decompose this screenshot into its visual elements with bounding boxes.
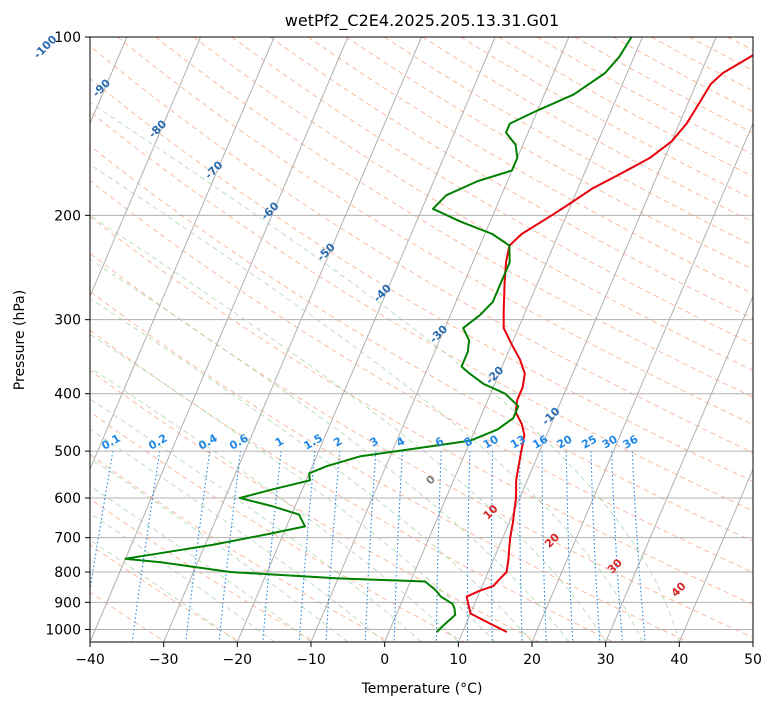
mixing-ratio-line bbox=[610, 451, 623, 642]
dry-adiabat bbox=[90, 45, 753, 454]
dry-adiabat bbox=[90, 290, 689, 642]
x-axis-label: Temperature (°C) bbox=[361, 681, 483, 697]
isotherm-line bbox=[384, 37, 643, 642]
moist-adiabat bbox=[90, 101, 680, 642]
moist-adiabat bbox=[90, 163, 643, 642]
y-tick-label: 1000 bbox=[45, 622, 81, 638]
y-tick-label: 700 bbox=[54, 531, 81, 547]
x-tick-label: 30 bbox=[597, 652, 615, 668]
y-tick-label: 200 bbox=[54, 208, 81, 224]
mixing-ratio-line bbox=[631, 451, 646, 642]
dry-adiabat bbox=[90, 544, 241, 642]
moist-adiabat bbox=[90, 367, 459, 642]
mixing-ratio-line bbox=[519, 451, 523, 642]
chart-title: wetPf2_C2E4.2025.205.13.31.G01 bbox=[285, 11, 559, 31]
mixing-ratio-line bbox=[541, 451, 547, 642]
x-tick-label: −40 bbox=[75, 652, 105, 668]
dry-adiabat bbox=[90, 215, 753, 606]
x-tick-label: 10 bbox=[449, 652, 467, 668]
mixing-ratio-line bbox=[185, 451, 211, 642]
x-tick-label: −20 bbox=[223, 652, 253, 668]
dry-adiabat bbox=[90, 110, 753, 512]
isotherm-line bbox=[310, 37, 570, 642]
isotherm-line bbox=[90, 37, 201, 298]
dry-adiabat bbox=[90, 411, 465, 642]
y-tick-label: 900 bbox=[54, 595, 81, 611]
dry-adiabat bbox=[90, 77, 753, 482]
dry-adiabat bbox=[117, 37, 753, 426]
mixing-ratio-line bbox=[565, 451, 574, 642]
isotherm-line bbox=[678, 467, 753, 642]
y-tick-label: 600 bbox=[54, 491, 81, 507]
x-tick-label: 20 bbox=[523, 652, 541, 668]
mixing-ratio-line bbox=[490, 451, 494, 642]
moist-adiabat bbox=[90, 297, 533, 642]
mixing-ratio-line bbox=[393, 451, 404, 642]
y-tick-label: 100 bbox=[54, 30, 81, 46]
mixing-ratio-line bbox=[298, 451, 316, 642]
x-tick-label: −10 bbox=[296, 652, 326, 668]
x-tick-label: −30 bbox=[149, 652, 179, 668]
mixing-ratio-line bbox=[364, 451, 377, 642]
dry-adiabat bbox=[90, 145, 753, 542]
dry-adiabat bbox=[90, 179, 753, 573]
grid-layer bbox=[90, 37, 753, 642]
y-axis-label: Pressure (hPa) bbox=[12, 290, 28, 390]
y-tick-label: 800 bbox=[54, 565, 81, 581]
y-tick-label: 300 bbox=[54, 313, 81, 329]
moist-adiabat bbox=[90, 214, 607, 642]
isotherm-line bbox=[90, 37, 275, 471]
plot-frame bbox=[89, 36, 754, 643]
dry-adiabat bbox=[90, 454, 390, 642]
mixing-ratio-line bbox=[590, 451, 601, 642]
moist-adiabat bbox=[90, 398, 422, 642]
isotherm-line bbox=[605, 295, 753, 642]
y-tick-label: 500 bbox=[54, 444, 81, 460]
y-tick-label: 400 bbox=[54, 387, 81, 403]
x-tick-label: 0 bbox=[380, 652, 389, 668]
isotherm-line bbox=[457, 37, 717, 642]
mixing-ratio-line bbox=[435, 451, 442, 642]
sounding-layer bbox=[124, 37, 753, 633]
mixing-ratio-line bbox=[262, 451, 282, 642]
x-tick-label: 40 bbox=[670, 652, 688, 668]
dry-adiabat bbox=[90, 369, 540, 642]
dewpoint-line bbox=[124, 37, 633, 633]
temperature-line bbox=[465, 54, 753, 633]
isotherm-line bbox=[531, 122, 753, 642]
x-tick-label: 50 bbox=[744, 652, 762, 668]
moist-adiabat bbox=[90, 457, 349, 642]
moist-adiabat bbox=[90, 428, 386, 642]
isotherm-line bbox=[90, 37, 349, 642]
moist-adiabat bbox=[90, 258, 570, 642]
isotherm-line bbox=[163, 37, 422, 642]
mixing-ratio-line bbox=[218, 451, 242, 642]
isotherm-line bbox=[236, 37, 496, 642]
axis-layer: −40 −30 −20 −10 0 10 20 30 40 50 100 200 300 400 500 60… bbox=[45, 30, 762, 668]
dry-adiabat bbox=[155, 37, 753, 398]
dry-adiabat bbox=[90, 252, 753, 639]
plot-area bbox=[90, 37, 753, 642]
dry-adiabat bbox=[90, 329, 614, 642]
mixing-ratio-line bbox=[466, 451, 471, 642]
mixing-ratio-line bbox=[131, 451, 161, 642]
mixing-ratio-line bbox=[325, 451, 341, 642]
moist-adiabat bbox=[90, 539, 238, 642]
